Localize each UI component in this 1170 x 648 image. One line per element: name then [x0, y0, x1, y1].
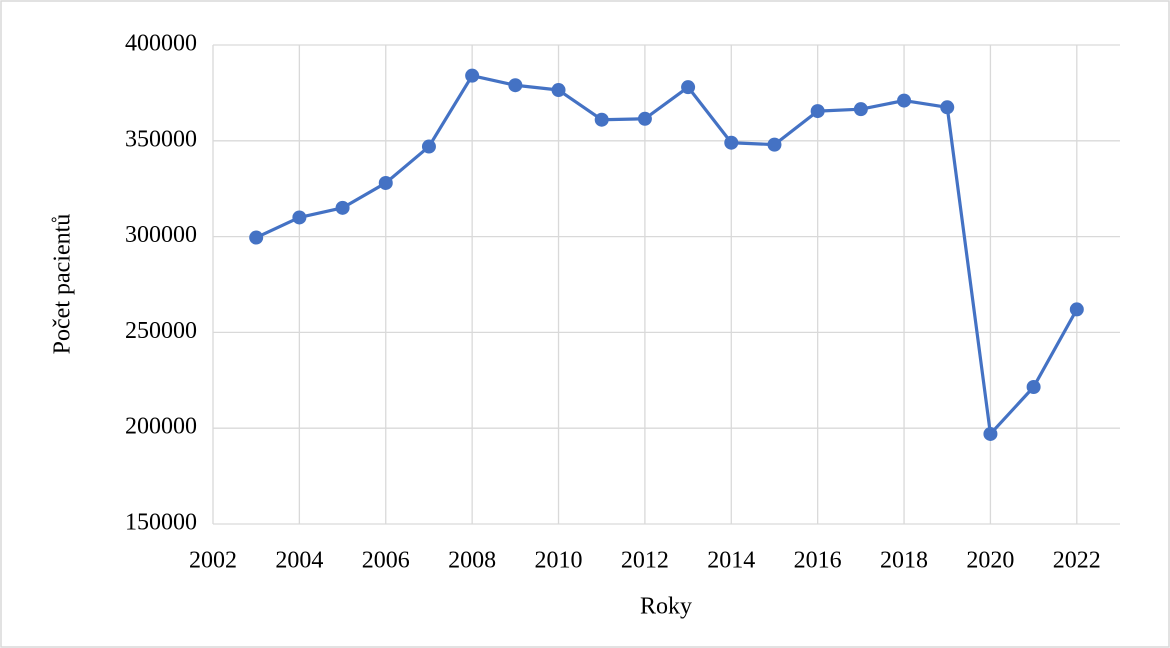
y-tick-label: 400000	[125, 31, 197, 57]
y-tick-label: 150000	[125, 510, 197, 536]
x-tick-label: 2014	[707, 548, 755, 574]
y-tick-label: 300000	[125, 222, 197, 248]
point	[378, 175, 393, 190]
point	[421, 139, 436, 154]
x-tick-label: 2012	[621, 548, 669, 574]
x-tick-label: 2010	[535, 548, 583, 574]
point	[594, 112, 609, 127]
point	[335, 200, 350, 215]
point	[897, 93, 912, 108]
point	[551, 83, 566, 98]
point	[1069, 302, 1084, 317]
y-tick-label: 200000	[125, 414, 197, 440]
point	[940, 100, 955, 115]
y-tick-label: 350000	[125, 126, 197, 152]
point	[249, 230, 264, 245]
point	[1026, 380, 1041, 395]
point	[724, 135, 739, 150]
point	[508, 78, 523, 93]
point	[465, 68, 480, 83]
y-tick-label: 250000	[125, 318, 197, 344]
point	[767, 137, 782, 152]
x-tick-label: 2022	[1053, 548, 1101, 574]
y-axis-label: Počet pacientů	[50, 214, 76, 355]
point	[637, 111, 652, 126]
x-tick-label: 2016	[794, 548, 842, 574]
point	[810, 104, 825, 119]
x-tick-label: 2004	[275, 548, 323, 574]
x-tick-label: 2006	[362, 548, 410, 574]
point	[853, 102, 868, 117]
x-tick-label: 2020	[966, 548, 1014, 574]
x-tick-label: 2002	[189, 548, 237, 574]
point	[292, 210, 307, 225]
x-tick-label: 2018	[880, 548, 928, 574]
x-axis-label: Roky	[640, 594, 692, 620]
line	[255, 74, 1079, 436]
point	[681, 80, 696, 95]
x-tick-label: 2008	[448, 548, 496, 574]
point	[983, 426, 998, 441]
